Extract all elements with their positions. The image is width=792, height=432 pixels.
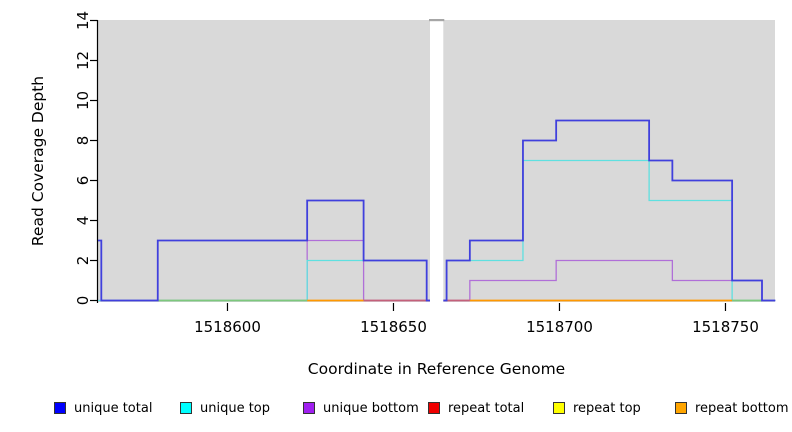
y-tick-label: 0 <box>74 296 92 306</box>
legend-swatch-icon <box>54 402 66 414</box>
legend-label: repeat total <box>448 400 525 416</box>
x-axis-label: Coordinate in Reference Genome <box>307 360 566 378</box>
legend-item-unique-total: unique total <box>54 399 152 417</box>
legend-swatch-icon <box>675 402 687 414</box>
legend-label: unique top <box>200 400 271 416</box>
legend-item-unique-top: unique top <box>180 399 270 417</box>
legend-label: repeat top <box>573 400 641 416</box>
x-tick-label: 1518750 <box>692 318 759 336</box>
legend-label: unique total <box>74 400 153 416</box>
legend-label: repeat bottom <box>695 400 789 416</box>
legend-label: unique bottom <box>323 400 419 416</box>
y-tick-label: 6 <box>74 176 92 186</box>
no-data-gap-cap <box>429 19 445 22</box>
series-line-unique-top <box>98 159 776 302</box>
legend-item-repeat-bottom: repeat bottom <box>675 399 789 417</box>
y-tick-label: 10 <box>74 91 92 110</box>
y-tick-label: 12 <box>74 51 92 70</box>
y-tick-label: 2 <box>74 256 92 266</box>
x-tick-label: 1518600 <box>194 318 261 336</box>
series-line-unique-total <box>98 119 776 302</box>
y-tick-label: 8 <box>74 136 92 146</box>
legend: unique total unique top unique bottom repea… <box>0 399 792 419</box>
legend-swatch-icon <box>180 402 192 414</box>
x-tick-label: 1518700 <box>526 318 593 336</box>
legend-item-unique-bottom: unique bottom <box>303 399 419 417</box>
y-tick-label: 14 <box>74 11 92 30</box>
legend-swatch-icon <box>303 402 315 414</box>
legend-item-repeat-top: repeat top <box>553 399 641 417</box>
y-axis-label: Read Coverage Depth <box>29 75 47 247</box>
legend-swatch-icon <box>428 402 440 414</box>
x-tick-label: 1518650 <box>360 318 427 336</box>
no-data-gap-band <box>430 21 444 308</box>
y-tick-label: 4 <box>74 216 92 226</box>
legend-swatch-icon <box>553 402 565 414</box>
legend-item-repeat-total: repeat total <box>428 399 524 417</box>
